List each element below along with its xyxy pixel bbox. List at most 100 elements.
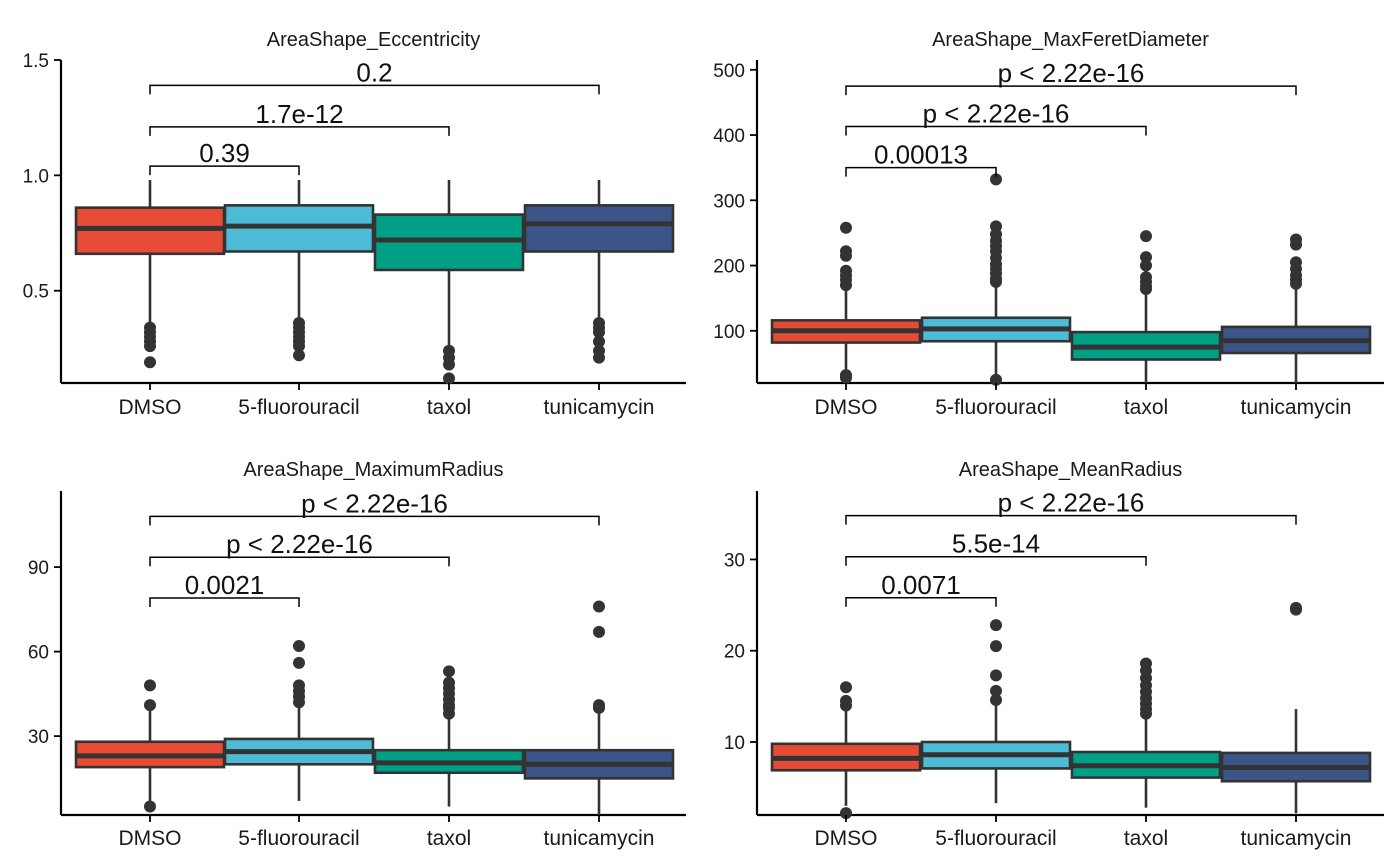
facet-panel: AreaShape_MaximumRadius 30 60 90 DMSO 5-fluor… xyxy=(28,459,686,850)
x-tick-label: tunicamycin xyxy=(1241,827,1352,850)
y-tick-label: 100 xyxy=(713,322,745,343)
comparison-bracket: p < 2.22e-16 xyxy=(845,58,1297,96)
comparison-bracket: 5.5e-14 xyxy=(845,529,1147,566)
bracket-line xyxy=(149,515,600,526)
bracket-line xyxy=(845,597,997,607)
box-taxol xyxy=(1070,657,1222,808)
y-tick-label: 400 xyxy=(713,126,745,147)
box-DMSO xyxy=(770,681,922,820)
y-tick-label: 500 xyxy=(713,61,745,82)
outlier-point xyxy=(990,640,1002,653)
outlier-point xyxy=(840,681,852,694)
outlier-point xyxy=(990,694,1002,707)
outlier-point xyxy=(1140,259,1152,272)
facet-panel: AreaShape_MeanRadius 10 20 30 DMSO 5-fluorour… xyxy=(724,459,1384,850)
facet-title: AreaShape_MaximumRadius xyxy=(243,459,503,481)
bracket-line xyxy=(149,165,300,176)
facet-title: AreaShape_MaxFeretDiameter xyxy=(932,29,1209,51)
y-tick-label: 0.5 xyxy=(23,282,49,303)
outlier-point xyxy=(990,173,1002,186)
bracket-line xyxy=(845,166,997,177)
x-tick-label: tunicamycin xyxy=(544,396,655,419)
bracket-line xyxy=(149,597,300,608)
outlier-point xyxy=(443,358,455,371)
x-tick-label: taxol xyxy=(427,827,471,850)
outlier-point xyxy=(1140,230,1152,243)
outlier-point xyxy=(593,351,605,364)
box-iqr xyxy=(523,204,675,253)
y-tick-label: 1.0 xyxy=(23,166,49,187)
box-5-fluorouracil xyxy=(920,619,1072,804)
outlier-point xyxy=(840,699,852,712)
outlier-point xyxy=(293,696,305,709)
comparison-bracket: 0.0021 xyxy=(149,570,300,608)
p-value-label: p < 2.22e-16 xyxy=(998,488,1145,518)
outlier-point xyxy=(293,340,305,353)
outlier-point xyxy=(1290,277,1302,290)
box-5-fluorouracil xyxy=(223,179,375,362)
x-tick-label: taxol xyxy=(1124,396,1168,419)
p-value-label: p < 2.22e-16 xyxy=(301,488,448,518)
comparison-bracket: 0.0071 xyxy=(845,570,997,607)
outlier-point xyxy=(144,356,156,369)
outlier-point xyxy=(1140,251,1152,264)
box-DMSO xyxy=(770,221,922,384)
y-tick-label: 30 xyxy=(724,550,745,571)
box-taxol xyxy=(373,665,525,807)
y-tick-label: 90 xyxy=(28,558,49,579)
outlier-point xyxy=(840,279,852,292)
bracket-line xyxy=(845,555,1147,566)
outlier-point xyxy=(990,373,1002,386)
outlier-point xyxy=(840,221,852,234)
y-tick-label: 300 xyxy=(713,191,745,212)
outlier-point xyxy=(144,800,156,813)
outlier-point xyxy=(144,340,156,353)
outlier-point xyxy=(990,684,1002,697)
bracket-line xyxy=(149,84,600,95)
facet-title: AreaShape_Eccentricity xyxy=(267,29,480,51)
bracket-line xyxy=(149,126,450,136)
p-value-label: 5.5e-14 xyxy=(952,529,1040,559)
x-tick-label: DMSO xyxy=(119,827,182,850)
outlier-point xyxy=(144,699,156,712)
facet-panel: AreaShape_MaxFeretDiameter 100 200 300 400 50… xyxy=(713,29,1384,419)
p-value-label: 0.00013 xyxy=(874,140,968,170)
outlier-point xyxy=(293,349,305,362)
box-5-fluorouracil xyxy=(223,639,375,801)
outlier-point xyxy=(593,701,605,714)
outlier-point xyxy=(840,807,852,820)
x-tick-label: taxol xyxy=(427,396,471,419)
box-tunicamycin xyxy=(523,600,675,815)
outlier-point xyxy=(840,371,852,384)
x-tick-label: 5-fluorouracil xyxy=(238,827,359,850)
comparison-bracket: p < 2.22e-16 xyxy=(149,488,600,526)
box-DMSO xyxy=(74,679,226,813)
outlier-point xyxy=(144,679,156,692)
x-tick-label: 5-fluorouracil xyxy=(238,396,359,419)
box-taxol xyxy=(373,179,525,385)
comparison-bracket: 0.2 xyxy=(149,57,600,95)
p-value-label: 0.0021 xyxy=(185,570,265,600)
comparison-bracket: p < 2.22e-16 xyxy=(149,529,450,567)
y-tick-label: 1.5 xyxy=(23,51,49,72)
y-tick-label: 30 xyxy=(28,727,49,748)
y-tick-label: 200 xyxy=(713,257,745,278)
facet-title: AreaShape_MeanRadius xyxy=(959,459,1183,481)
comparison-bracket: 0.00013 xyxy=(845,140,997,177)
x-tick-label: DMSO xyxy=(815,396,878,419)
x-tick-label: 5-fluorouracil xyxy=(935,827,1056,850)
y-tick-label: 20 xyxy=(724,642,745,663)
x-tick-label: tunicamycin xyxy=(544,827,655,850)
comparison-bracket: 1.7e-12 xyxy=(149,99,450,136)
p-value-label: 1.7e-12 xyxy=(255,99,343,129)
box-taxol xyxy=(1070,230,1222,383)
bracket-line xyxy=(845,125,1147,136)
p-value-label: p < 2.22e-16 xyxy=(226,529,373,559)
y-tick-label: 10 xyxy=(724,733,745,754)
p-value-label: 0.39 xyxy=(199,138,250,168)
box-tunicamycin xyxy=(1220,601,1372,814)
facet-panel: AreaShape_Eccentricity 0.5 1.0 1.5 DMSO 5-flu… xyxy=(23,29,686,419)
outlier-point xyxy=(1290,603,1302,616)
comparison-bracket: p < 2.22e-16 xyxy=(845,99,1147,136)
